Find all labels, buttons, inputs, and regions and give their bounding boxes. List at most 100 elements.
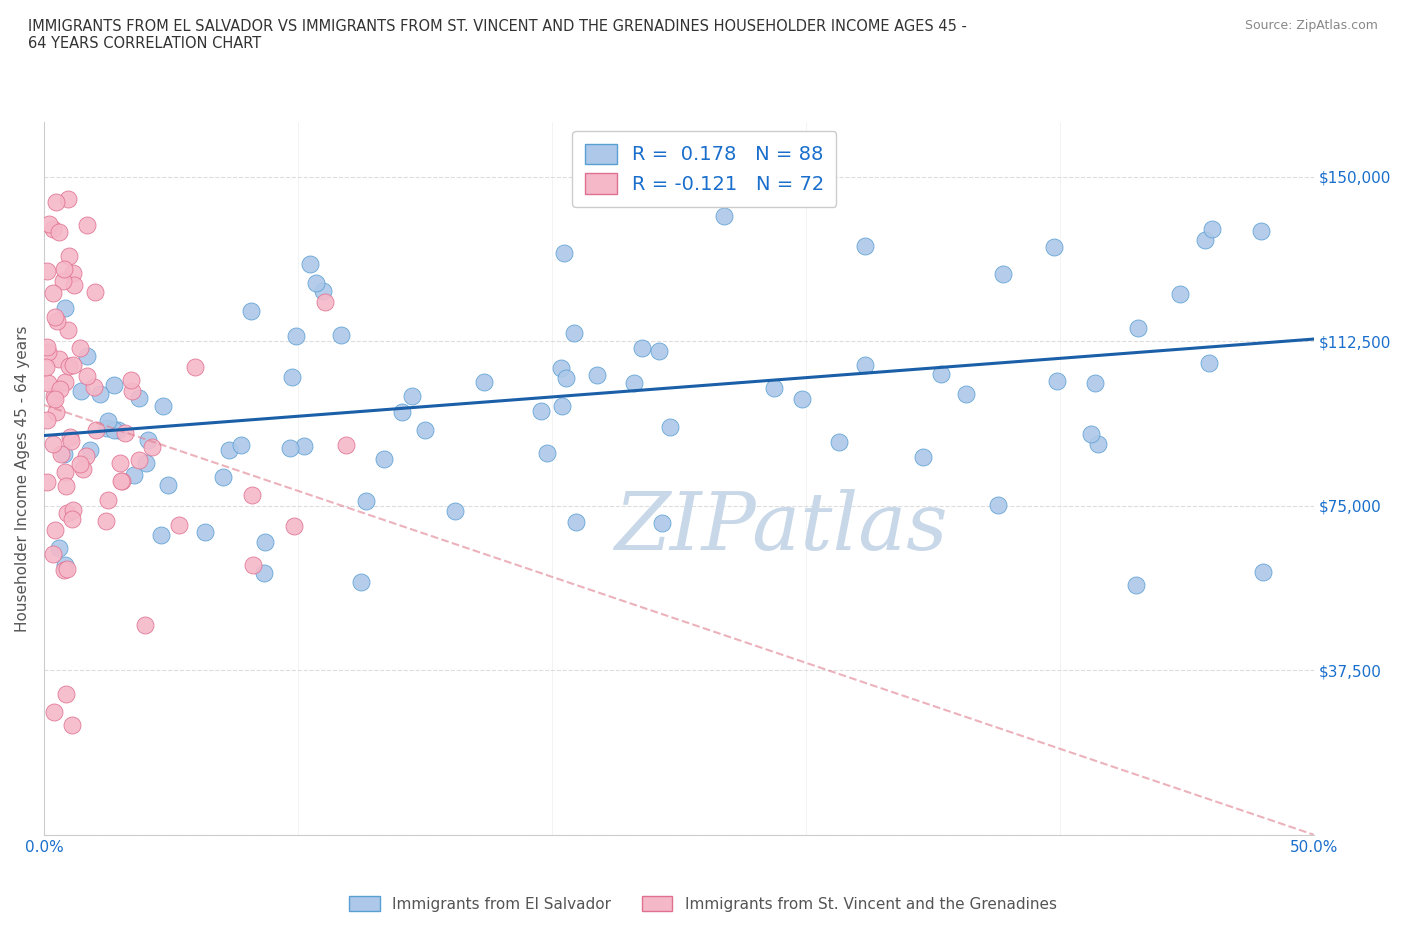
- Point: [69, 457, 91, 472]
- Point: [62, 278, 84, 293]
- Point: [75, 449, 97, 464]
- Point: [350, 575, 373, 590]
- Point: [59, 430, 82, 445]
- Point: [55, 479, 77, 494]
- Point: [97, 414, 120, 429]
- Point: [60, 512, 83, 526]
- Point: [35, 360, 58, 375]
- Point: [122, 468, 145, 483]
- Point: [42, 436, 65, 451]
- Point: [53, 557, 76, 572]
- Point: [152, 399, 174, 414]
- Point: [553, 246, 575, 261]
- Point: [41, 286, 63, 300]
- Point: [283, 518, 305, 533]
- Point: [53, 446, 76, 461]
- Point: [121, 383, 143, 398]
- Point: [56, 192, 79, 206]
- Point: [240, 487, 263, 502]
- Point: [551, 399, 574, 414]
- Point: [314, 294, 336, 309]
- Point: [53, 563, 76, 578]
- Point: [218, 443, 240, 458]
- Point: [530, 404, 553, 418]
- Point: [55, 374, 77, 389]
- Legend: R =  0.178   N = 88, R = -0.121   N = 72: R = 0.178 N = 88, R = -0.121 N = 72: [572, 131, 837, 207]
- Point: [1043, 240, 1066, 255]
- Point: [648, 344, 671, 359]
- Point: [128, 452, 150, 467]
- Point: [623, 376, 645, 391]
- Point: [987, 498, 1010, 512]
- Point: [45, 194, 67, 209]
- Point: [312, 284, 335, 299]
- Point: [53, 464, 76, 479]
- Point: [931, 367, 953, 382]
- Point: [110, 456, 132, 471]
- Point: [52, 273, 75, 288]
- Point: [53, 300, 76, 315]
- Point: [1080, 427, 1102, 442]
- Point: [83, 379, 105, 394]
- Point: [79, 443, 101, 458]
- Point: [292, 439, 315, 454]
- Point: [84, 285, 107, 299]
- Point: [45, 405, 67, 419]
- Point: [911, 449, 934, 464]
- Point: [70, 384, 93, 399]
- Point: [62, 266, 84, 281]
- Point: [1128, 320, 1150, 335]
- Point: [1201, 222, 1223, 237]
- Point: [35, 339, 58, 354]
- Point: [415, 422, 437, 437]
- Point: [69, 341, 91, 356]
- Point: [853, 358, 876, 373]
- Point: [62, 502, 84, 517]
- Point: [1046, 374, 1069, 389]
- Legend: Immigrants from El Salvador, Immigrants from St. Vincent and the Grenadines: Immigrants from El Salvador, Immigrants …: [343, 889, 1063, 918]
- Point: [651, 515, 673, 530]
- Point: [149, 527, 172, 542]
- Point: [103, 423, 125, 438]
- Text: ZIPatlas: ZIPatlas: [613, 489, 948, 567]
- Point: [212, 470, 235, 485]
- Point: [305, 275, 328, 290]
- Point: [44, 704, 66, 719]
- Point: [35, 263, 58, 278]
- Point: [37, 376, 59, 391]
- Point: [354, 494, 377, 509]
- Point: [194, 525, 217, 539]
- Point: [278, 441, 301, 456]
- Point: [631, 340, 654, 355]
- Point: [135, 455, 157, 470]
- Point: [120, 373, 142, 388]
- Point: [84, 423, 107, 438]
- Point: [713, 209, 735, 224]
- Point: [335, 438, 357, 453]
- Point: [55, 687, 77, 702]
- Point: [76, 218, 98, 232]
- Point: [550, 360, 572, 375]
- Point: [38, 217, 60, 232]
- Point: [536, 446, 558, 461]
- Point: [42, 222, 65, 237]
- Point: [48, 352, 70, 366]
- Point: [55, 506, 77, 521]
- Point: [401, 389, 423, 404]
- Point: [58, 359, 80, 374]
- Point: [37, 344, 59, 359]
- Point: [827, 434, 849, 449]
- Point: [96, 513, 118, 528]
- Point: [134, 618, 156, 632]
- Point: [44, 310, 66, 325]
- Point: [444, 504, 467, 519]
- Point: [658, 419, 681, 434]
- Point: [72, 461, 94, 476]
- Point: [167, 518, 190, 533]
- Point: [1198, 355, 1220, 370]
- Point: [564, 326, 586, 340]
- Point: [242, 558, 264, 573]
- Point: [59, 433, 82, 448]
- Point: [762, 380, 785, 395]
- Point: [391, 405, 413, 419]
